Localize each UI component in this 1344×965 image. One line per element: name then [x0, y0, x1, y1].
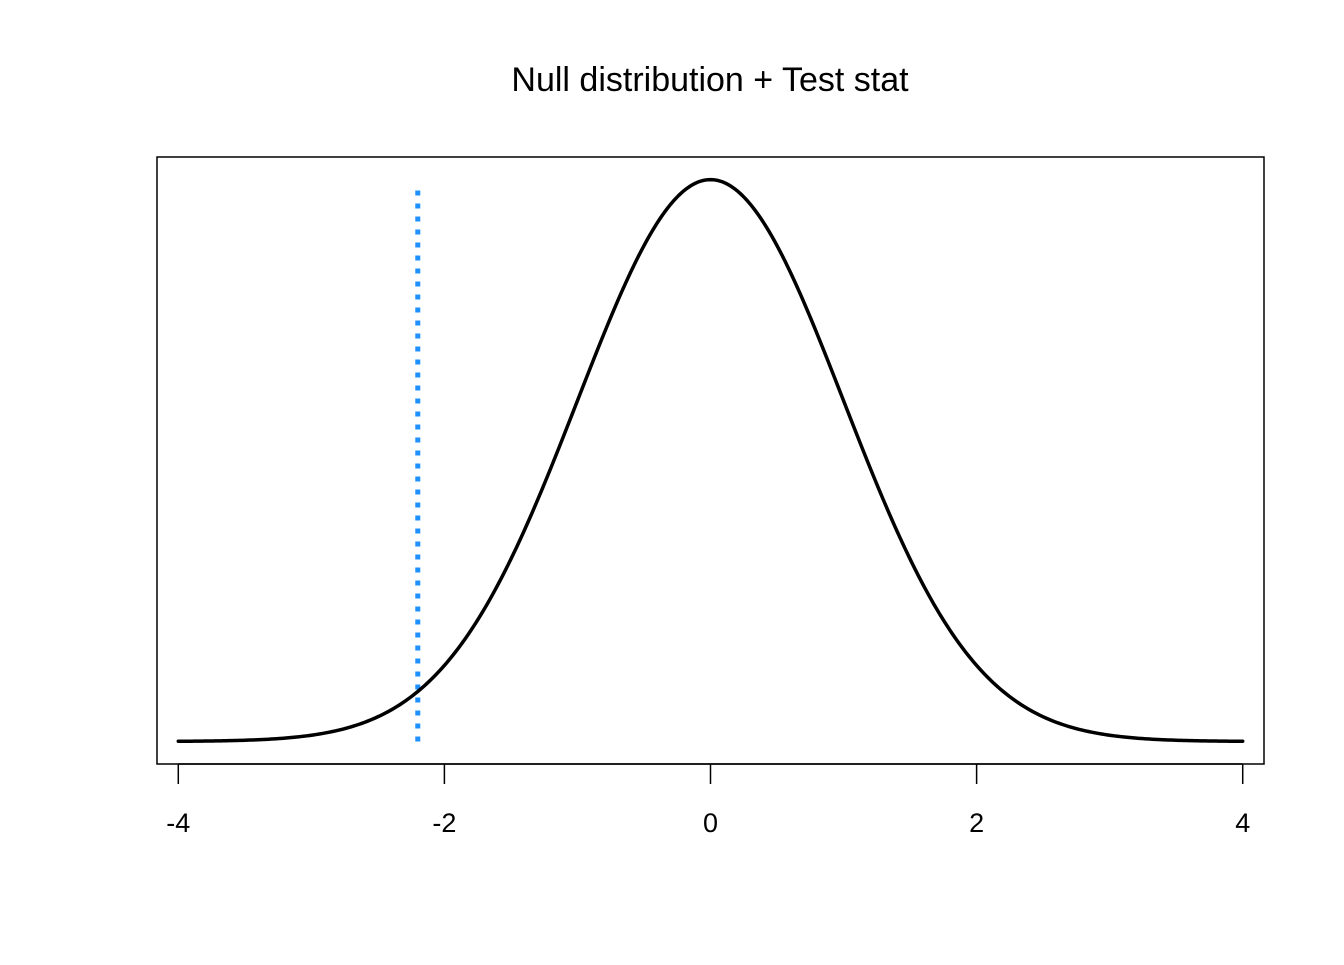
x-tick-label: 2	[969, 808, 984, 838]
plot-frame	[156, 156, 1265, 765]
x-tick-label: 0	[703, 808, 718, 838]
x-tick-label: 4	[1235, 808, 1250, 838]
density-curve	[176, 177, 1245, 744]
x-tick-label: -2	[432, 808, 456, 838]
chart-title: Null distribution + Test stat	[511, 61, 909, 99]
x-tick-label: -4	[166, 808, 190, 838]
series-layer	[176, 177, 1245, 744]
x-axis: -4 -2 0 2 4	[166, 763, 1250, 838]
